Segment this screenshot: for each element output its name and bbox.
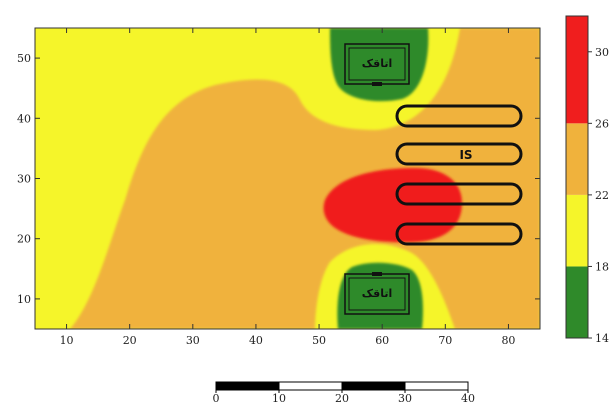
x-tick-label: 70	[438, 334, 452, 347]
colorbar-band	[566, 123, 588, 195]
y-tick-label: 50	[17, 52, 31, 65]
y-tick-label: 30	[17, 173, 31, 186]
x-tick-label: 50	[312, 334, 326, 347]
colorbar: 14 18 22 26 30	[565, 15, 609, 345]
x-tick-label: 60	[375, 334, 389, 347]
colorbar-frame	[565, 15, 589, 339]
is-ovals	[395, 104, 523, 246]
y-tick-label: 20	[17, 233, 31, 246]
colorbar-tick-label: 14	[595, 332, 609, 345]
x-tick-label: 10	[60, 334, 74, 347]
scale-bar: 0 10 20 30 40	[213, 381, 475, 403]
colorbar-tick-label: 22	[595, 189, 609, 202]
colorbar-band	[566, 16, 588, 124]
x-tick-label: 30	[186, 334, 200, 347]
colorbar-tick-label: 26	[595, 117, 609, 130]
scale-bar-label: 40	[461, 392, 475, 403]
y-tick-label: 40	[17, 112, 31, 125]
room-label-top: اتاقک	[362, 57, 393, 70]
y-axis: 10 20 30 40 50	[17, 52, 540, 306]
is-label: IS	[459, 148, 472, 162]
colorbar-band	[566, 266, 588, 338]
room-label-bottom: اتاقک	[362, 287, 393, 300]
field-orange-region	[70, 28, 540, 329]
field-green-top	[330, 28, 429, 102]
colorbar-tick-label: 18	[595, 260, 609, 273]
y-tick-label: 10	[17, 293, 31, 306]
heatmap-field	[35, 28, 540, 329]
scale-bar-label: 30	[398, 392, 412, 403]
room-box-top: اتاقک	[344, 43, 410, 86]
x-tick-label: 80	[501, 334, 515, 347]
field-green-bottom	[337, 262, 423, 329]
scale-bar-segment	[341, 381, 406, 391]
x-tick-label: 20	[123, 334, 137, 347]
x-tick-label: 40	[249, 334, 263, 347]
scale-bar-segment	[278, 381, 343, 391]
room-box-bottom: اتاقک	[344, 272, 410, 315]
is-oval-3	[395, 182, 523, 206]
is-oval-4	[395, 222, 523, 246]
colorbar-tick-label: 30	[595, 46, 609, 59]
scale-bar-label: 10	[272, 392, 286, 403]
is-oval-1	[395, 104, 523, 128]
colorbar-band	[566, 194, 588, 267]
scale-bar-segment	[404, 381, 469, 391]
is-oval-2	[395, 142, 523, 166]
x-axis: 10 20 30 40 50 60 70 80	[60, 28, 515, 347]
scale-bar-segment	[215, 381, 280, 391]
scale-bar-label: 20	[335, 392, 349, 403]
scale-bar-label: 0	[213, 392, 220, 403]
